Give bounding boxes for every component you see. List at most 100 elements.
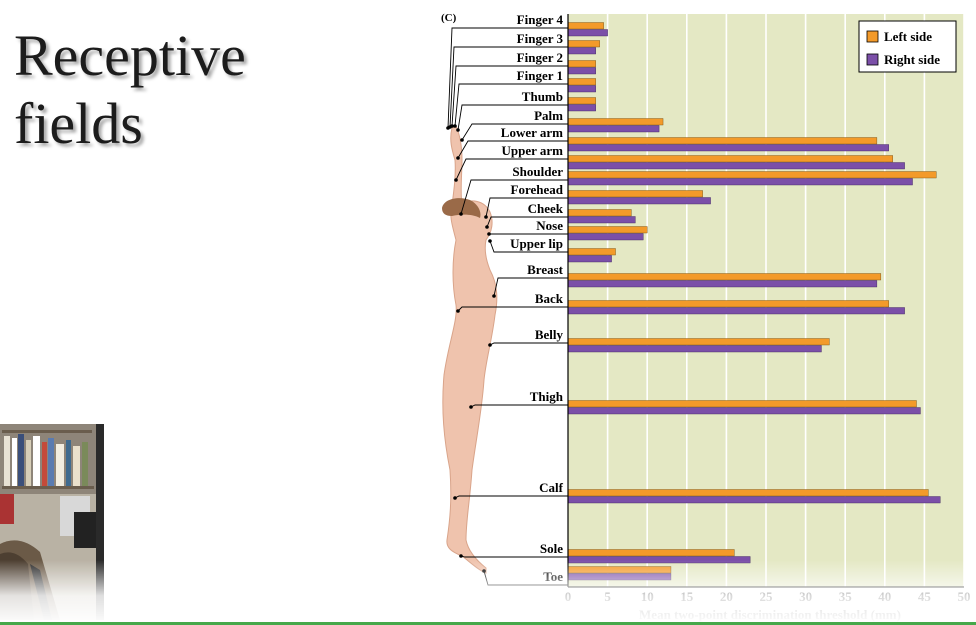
category-label: Back	[535, 291, 564, 306]
bar-left-side	[567, 171, 937, 179]
bar-right-side	[567, 178, 913, 186]
bar-left-side	[567, 78, 596, 86]
leader-line	[457, 306, 568, 312]
bar-left-side	[567, 489, 929, 497]
bar-left-side	[567, 22, 604, 30]
x-axis-title: Mean two-point discrimination threshold …	[639, 607, 901, 622]
bar-left-side	[567, 155, 893, 163]
leader-dot	[485, 225, 489, 229]
leader-dot	[492, 294, 496, 298]
category-label: Thumb	[522, 89, 563, 104]
category-label: Toe	[543, 569, 563, 584]
category-labels: Finger 4 Finger 3 Finger 2 Finger 1 Thumb Pal…	[501, 12, 564, 584]
leader-line	[489, 240, 568, 253]
leader-dot	[488, 239, 492, 243]
x-tick-label: 5	[604, 589, 611, 604]
webcam-image	[0, 424, 104, 620]
slide-title-line-2: fields	[14, 91, 143, 156]
leader-line	[454, 495, 568, 499]
legend-swatch-left-side	[866, 30, 879, 43]
leader-line	[449, 46, 568, 128]
category-label: Shoulder	[512, 164, 563, 179]
category-label: Upper arm	[501, 143, 563, 158]
bar-left-side	[567, 566, 672, 574]
category-label: Lower arm	[501, 125, 563, 140]
leader-line	[455, 158, 568, 181]
category-label: Thigh	[530, 389, 564, 404]
category-label: Upper lip	[510, 236, 563, 251]
bar-right-side	[567, 197, 711, 205]
leader-line	[493, 277, 568, 297]
hair	[442, 198, 481, 218]
bar-left-side	[567, 300, 889, 308]
x-tick-label: 15	[680, 589, 694, 604]
x-tick-label: 45	[918, 589, 932, 604]
category-label: Forehead	[511, 182, 564, 197]
leader-line	[461, 123, 568, 141]
x-tick-label: 0	[565, 589, 572, 604]
leader-dot	[459, 212, 463, 216]
leader-dot	[488, 343, 492, 347]
bar-left-side	[567, 248, 616, 256]
leader-dot	[459, 554, 463, 558]
bar-right-side	[567, 29, 608, 37]
bar-left-side	[567, 400, 917, 408]
bar-right-side	[567, 162, 905, 170]
legend: Left side Right side	[858, 20, 957, 73]
bar-right-side	[567, 85, 596, 93]
x-tick-label: 35	[839, 589, 853, 604]
bottom-accent-line	[0, 622, 976, 625]
bar-left-side	[567, 273, 882, 281]
x-tick-label: 30	[799, 589, 812, 604]
bar-left-side	[567, 118, 664, 126]
legend-swatch-right-side	[866, 53, 879, 66]
figure-panel-letter: (C)	[441, 12, 457, 24]
category-label: Belly	[535, 327, 564, 342]
leader-line	[451, 65, 568, 127]
legend-label-left-side: Left side	[884, 29, 932, 44]
leader-line	[485, 197, 568, 218]
legend-label-right-side: Right side	[884, 52, 940, 67]
slide-title-line-1: Receptive	[14, 23, 246, 88]
category-label: Nose	[536, 218, 563, 233]
leader-line	[489, 342, 568, 346]
x-tick-label: 40	[878, 589, 891, 604]
x-tick-label: 25	[760, 589, 774, 604]
category-label: Sole	[540, 541, 563, 556]
category-label: Finger 1	[517, 68, 563, 83]
leader-line	[447, 27, 568, 129]
female-body-illustration	[442, 125, 498, 574]
leader-line	[486, 216, 568, 228]
presenter-webcam	[0, 424, 104, 620]
leader-line	[460, 179, 568, 215]
bar-right-side	[567, 496, 941, 504]
leader-dot	[460, 138, 464, 142]
bar-left-side	[567, 549, 735, 557]
leader-line	[457, 104, 568, 131]
leader-dot	[487, 232, 491, 236]
bar-right-side	[567, 233, 644, 241]
category-label: Finger 3	[517, 31, 564, 46]
category-label: Calf	[539, 480, 564, 495]
leader-line	[457, 140, 568, 159]
bar-right-side	[567, 407, 921, 415]
category-label: Finger 4	[517, 12, 564, 27]
leader-line	[460, 555, 568, 558]
bar-left-side	[567, 137, 878, 145]
bar-left-side	[567, 226, 648, 234]
x-tick-label: 10	[641, 589, 654, 604]
category-label: Palm	[534, 108, 563, 123]
leader-dot	[469, 405, 473, 409]
bar-right-side	[567, 104, 596, 112]
bar-right-side	[567, 255, 612, 263]
leader-dot	[450, 124, 454, 128]
leader-dot	[454, 178, 458, 182]
bar-right-side	[567, 125, 660, 133]
bar-left-side	[567, 97, 596, 105]
leader-dot	[453, 496, 457, 500]
bar-left-side	[567, 209, 632, 217]
slide-title: Receptive fields	[14, 22, 246, 158]
category-label: Finger 2	[517, 50, 563, 65]
leader-line	[470, 404, 568, 408]
